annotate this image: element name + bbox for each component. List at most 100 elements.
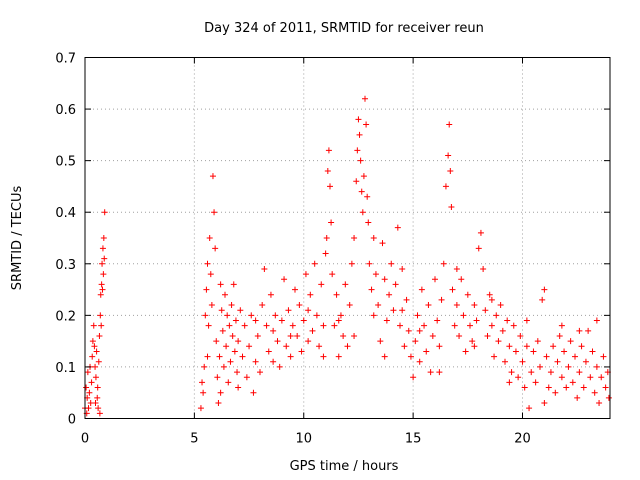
data-point [477,229,484,236]
data-point [202,312,209,319]
data-point [89,353,96,360]
data-point [523,343,530,350]
data-point [591,389,598,396]
data-point [432,276,438,283]
data-point [250,389,257,396]
data-point [235,384,242,391]
data-point [515,374,522,381]
data-point [547,369,554,376]
data-point [572,353,578,360]
data-point [567,338,574,345]
data-point [416,327,423,334]
data-point [488,296,495,303]
data-point [499,327,506,334]
data-point [585,327,592,334]
data-point [96,410,103,417]
data-point [530,348,537,355]
data-point [93,348,100,355]
data-point [379,240,386,247]
data-point [554,358,561,365]
data-point [580,384,587,391]
data-point [241,322,248,329]
data-point [257,369,263,376]
data-point [287,353,294,360]
data-point [101,255,108,262]
data-point [506,343,513,350]
data-point [598,374,605,381]
data-point [370,235,377,241]
data-point [502,358,508,365]
data-point [346,302,353,309]
data-point [462,348,469,355]
data-point [261,265,268,272]
data-point [285,307,292,314]
data-point [360,173,367,180]
data-point [453,302,460,309]
data-point [366,260,373,267]
data-point [541,400,548,407]
data-point [231,348,238,355]
data-point [287,332,294,339]
data-point [351,235,358,241]
data-point [403,296,410,303]
data-point [333,291,340,298]
data-point [227,358,234,365]
y-tick-label: 0.1 [55,361,76,376]
data-point [427,369,434,376]
data-point [414,312,421,319]
data-point [340,332,347,339]
data-point [237,307,244,314]
x-tick-label: 15 [405,432,422,447]
data-point [214,374,221,381]
data-point [467,322,473,329]
data-point [252,358,259,365]
data-point [205,322,212,329]
data-point [438,296,445,303]
y-tick-label: 0.6 [55,103,76,118]
data-point [204,353,211,360]
data-point [471,302,478,309]
axis-ticks: 0 0.1 0.2 0.3 0.4 0.5 0.6 0.7 0 5 10 15 20 [55,52,610,447]
data-point [480,265,487,272]
data-point [246,343,253,350]
data-point [211,209,218,216]
data-point [305,307,312,314]
data-point [207,271,214,278]
data-point [446,121,453,128]
data-point [305,338,312,345]
data-point [593,317,600,324]
data-point [322,250,329,257]
data-point [504,317,511,324]
data-point [440,260,447,267]
data-point [217,281,224,288]
data-point [204,260,211,267]
data-point [383,317,390,324]
data-point [316,343,323,350]
data-point [342,281,349,288]
data-point [401,343,408,350]
data-point [405,327,412,334]
data-point [418,286,425,293]
data-point [442,183,449,190]
data-point [203,286,210,293]
data-point [392,281,399,288]
data-point [587,374,594,381]
data-point [252,317,259,324]
data-point [217,389,224,396]
x-axis-label: GPS time / hours [290,459,399,474]
data-point [276,363,283,370]
data-point [563,384,570,391]
data-point [200,389,207,396]
data-point [534,338,541,345]
data-point [399,307,406,314]
data-point [488,322,495,329]
data-point [331,322,338,329]
data-point [197,405,204,412]
data-point [493,312,500,319]
data-point [377,338,384,345]
data-point [95,358,102,365]
data-point [229,332,236,339]
data-point [362,95,368,102]
data-point [416,358,423,365]
data-point [324,167,331,174]
